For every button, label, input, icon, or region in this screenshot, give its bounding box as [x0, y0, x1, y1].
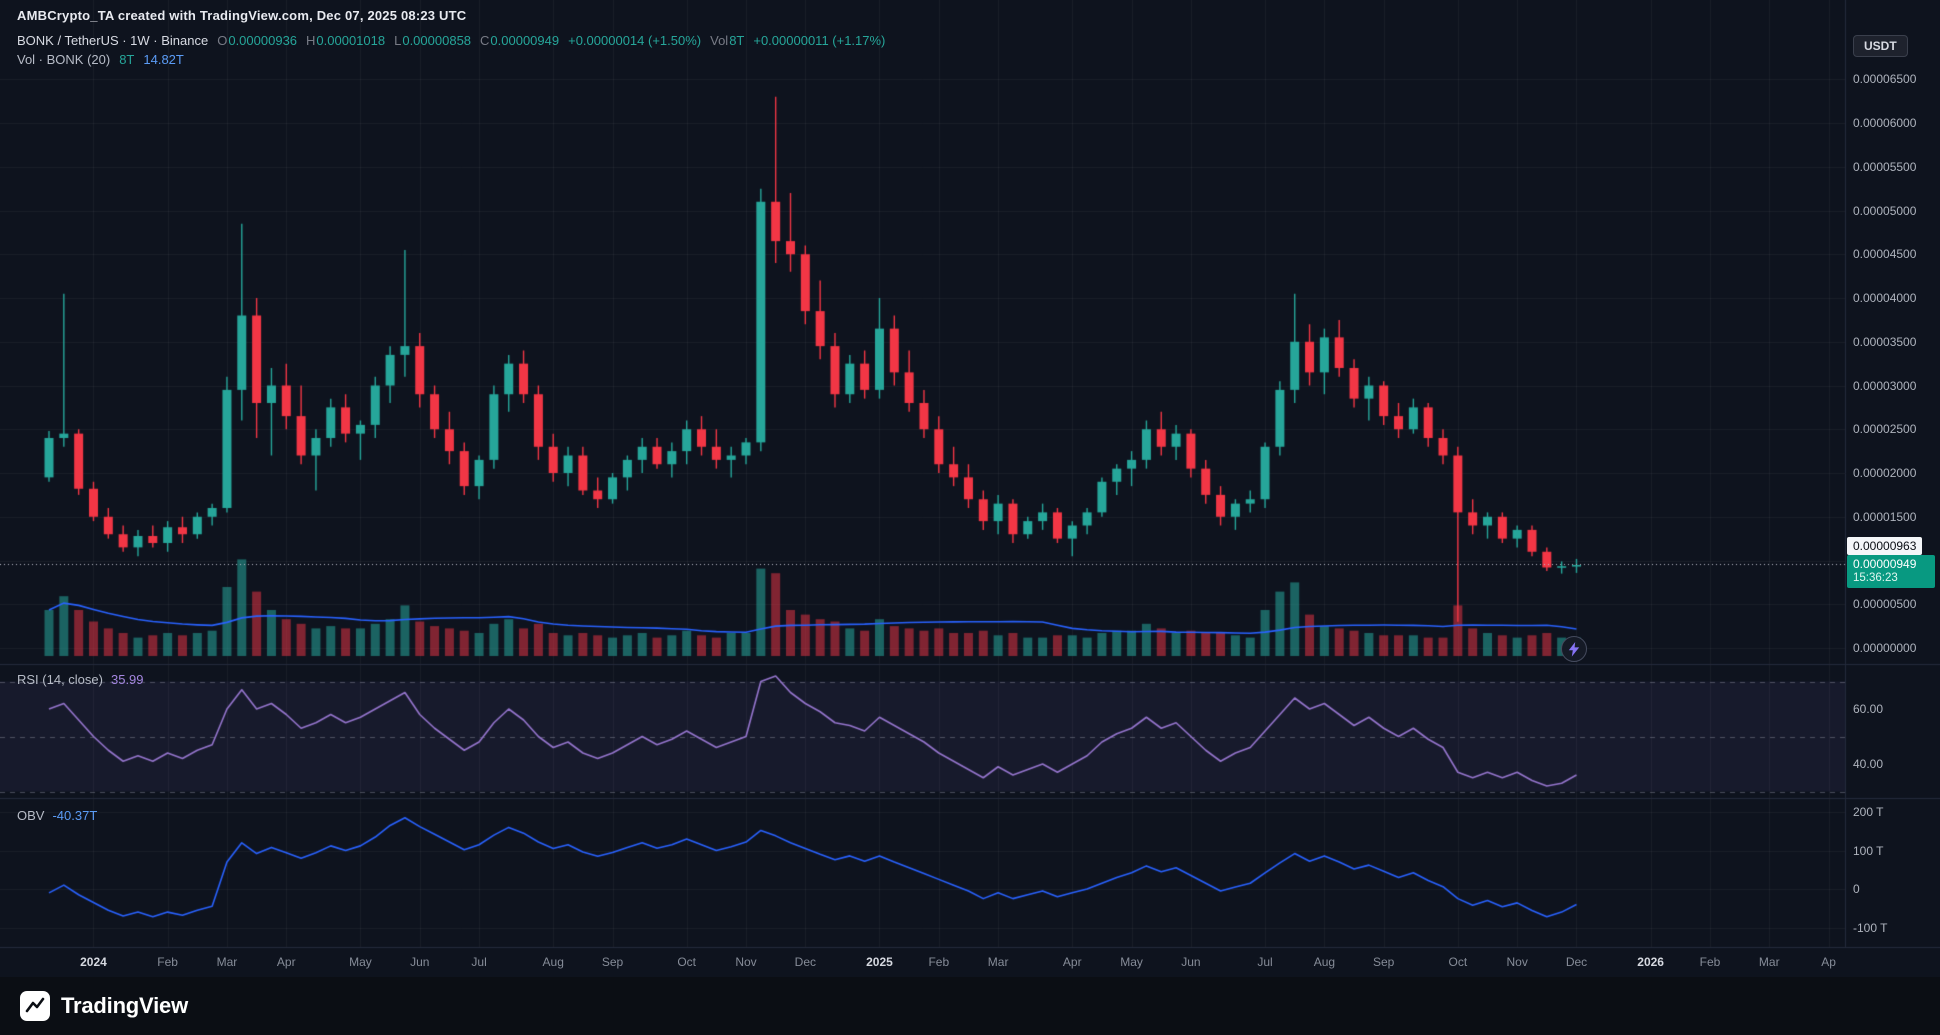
time-axis-month-label: Feb [1699, 955, 1721, 969]
price-axis-tick: 0.00001500 [1853, 509, 1917, 524]
time-axis-month-label: Mar [987, 955, 1009, 969]
obv-value: -40.37T [52, 808, 98, 823]
volume-ma-value: 14.82T [143, 52, 184, 67]
ohlc-open: O 0.00000936 [217, 33, 297, 48]
price-axis-tick: 0.00003000 [1853, 378, 1917, 393]
last-price-badge: 0.00000949 15:36:23 [1847, 555, 1935, 588]
ohlc-open-value: 0.00000936 [228, 33, 298, 48]
price-axis-tick: 0.00000000 [1853, 641, 1917, 655]
time-axis-month-label: Mar [216, 955, 238, 969]
time-axis-month-label: Sep [1373, 955, 1395, 969]
ohlc-close-label: C [480, 33, 490, 48]
obv-axis-tick: 100 T [1853, 843, 1884, 858]
ohlc-high: H 0.00001018 [306, 33, 385, 48]
time-axis-month-label: May [349, 955, 372, 969]
price-axis-tick: 0.00004500 [1853, 247, 1917, 262]
ohlc-low-label: L [394, 33, 402, 48]
price-line-label-badge: 0.00000963 [1847, 537, 1923, 555]
chart-canvas[interactable] [0, 0, 1940, 977]
attribution-text: AMBCrypto_TA created with TradingView.co… [17, 8, 467, 23]
change-value: +0.00000014 (+1.50%) [568, 33, 702, 48]
price-axis-tick: 0.00002000 [1853, 466, 1917, 480]
obv-axis-tick: -100 T [1853, 920, 1888, 935]
tradingview-logo-icon[interactable] [20, 991, 50, 1021]
time-axis-month-label: Apr [1062, 955, 1082, 969]
time-axis-month-label: Nov [735, 955, 757, 969]
price-axis-tick: 0.00004000 [1853, 291, 1917, 305]
rsi-axis-tick: 40.00 [1853, 757, 1884, 771]
lightning-icon [1568, 641, 1580, 657]
time-axis[interactable]: 2024 Feb Mar Apr May Jun Jul Aug Sep Oct Nov Dec 202… [0, 948, 1845, 977]
time-axis-month-label: Feb [928, 955, 950, 969]
obv-axis-tick: 0 [1853, 882, 1860, 896]
ohlc-high-label: H [306, 33, 316, 48]
time-axis-month-label: Aug [1313, 955, 1336, 969]
rsi-axis-tick: 60.00 [1853, 702, 1884, 716]
symbol-legend[interactable]: BONK / TetherUS · 1W · Binance O 0.00000… [17, 33, 885, 48]
volume-label: Vol [710, 33, 729, 48]
volume-ma-current: 8T [119, 52, 135, 67]
time-axis-month-label: Dec [794, 955, 816, 969]
volume-ma-label: Vol · BONK (20) [17, 52, 111, 67]
price-axis[interactable]: USDT 0.00006500 0.00006000 0.00005500 0.000… [1846, 0, 1940, 947]
price-axis-tick: 0.00002500 [1853, 422, 1917, 437]
time-axis-month-label: Ap [1821, 955, 1836, 969]
symbol-title: BONK / TetherUS · 1W · Binance [17, 33, 209, 48]
time-axis-month-label: Feb [157, 955, 178, 969]
obv-label: OBV [17, 808, 45, 823]
rsi-legend[interactable]: RSI (14, close) 35.99 [17, 672, 144, 687]
time-axis-month-label: Apr [276, 955, 296, 969]
ohlc-open-label: O [217, 33, 228, 48]
volume-readout: Vol 8T [710, 33, 744, 48]
price-axis-tick: 0.00006000 [1853, 116, 1917, 130]
ohlc-high-value: 0.00001018 [316, 33, 386, 48]
ohlc-low-value: 0.00000858 [402, 33, 472, 48]
time-axis-month-label: Aug [542, 955, 564, 969]
ohlc-close-value: 0.00000949 [490, 33, 560, 48]
time-axis-month-label: Jul [471, 955, 487, 969]
currency-badge[interactable]: USDT [1853, 35, 1908, 57]
time-axis-month-label: May [1120, 955, 1143, 969]
volume-change: +0.00000011 (+1.17%) [753, 33, 886, 48]
price-axis-tick: 0.00005000 [1853, 203, 1917, 218]
rsi-value: 35.99 [110, 672, 144, 687]
price-axis-tick: 0.00003500 [1853, 334, 1917, 349]
time-axis-month-label: Mar [1758, 955, 1780, 969]
volume-ma-legend[interactable]: Vol · BONK (20) 8T 14.82T [17, 52, 184, 67]
time-axis-year-label: 2026 [1637, 955, 1664, 969]
obv-axis-tick: 200 T [1853, 805, 1884, 819]
bar-countdown: 15:36:23 [1853, 572, 1898, 584]
time-axis-month-label: Oct [1448, 955, 1468, 969]
time-axis-month-label: Oct [677, 955, 697, 969]
obv-legend[interactable]: OBV -40.37T [17, 808, 97, 823]
time-axis-month-label: Jul [1257, 955, 1273, 969]
time-axis-month-label: Jun [1181, 955, 1201, 969]
price-axis-tick: 0.00006500 [1853, 72, 1917, 87]
price-axis-tick: 0.00000500 [1853, 597, 1917, 612]
ohlc-close: C 0.00000949 [480, 33, 559, 48]
tradingview-wordmark[interactable]: TradingView [61, 993, 188, 1018]
time-axis-year-label: 2024 [80, 955, 107, 969]
rsi-label: RSI (14, close) [17, 672, 103, 687]
time-axis-month-label: Dec [1565, 955, 1588, 969]
time-axis-month-label: Sep [601, 955, 624, 969]
time-axis-year-label: 2025 [866, 955, 893, 969]
time-axis-month-label: Jun [410, 955, 430, 969]
quick-trade-button[interactable] [1561, 636, 1587, 662]
footer-bar: TradingView [0, 977, 1940, 1035]
last-price-value: 0.00000949 [1853, 557, 1917, 571]
time-axis-month-label: Nov [1506, 955, 1528, 969]
volume-value: 8T [729, 33, 745, 48]
price-axis-tick: 0.00005500 [1853, 159, 1917, 174]
ohlc-low: L 0.00000858 [394, 33, 471, 48]
